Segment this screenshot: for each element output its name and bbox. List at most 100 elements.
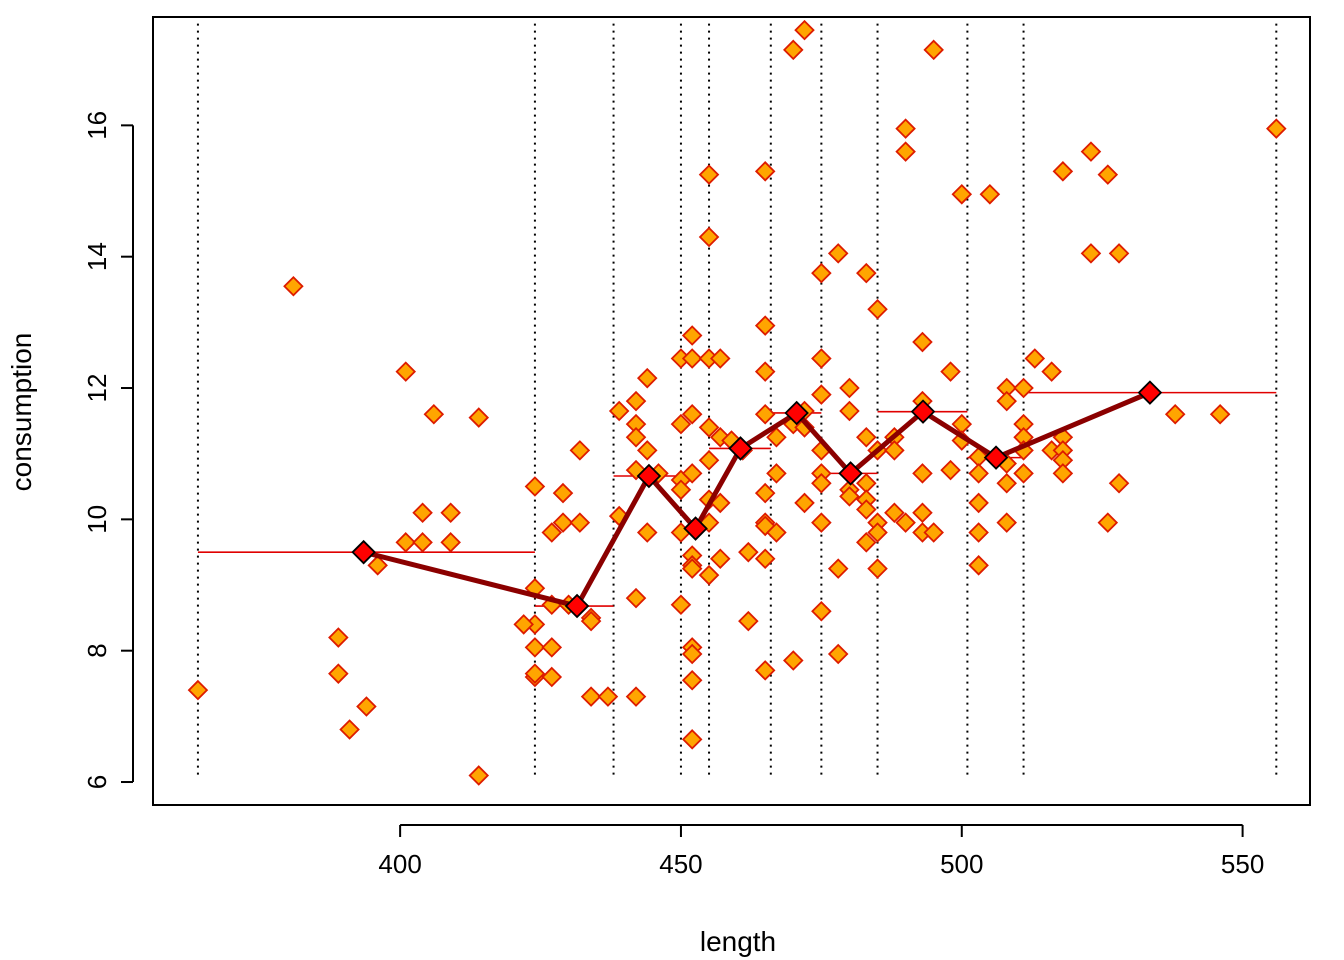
data-point xyxy=(1013,463,1034,484)
data-point xyxy=(895,141,916,162)
data-point xyxy=(681,463,703,484)
data-point xyxy=(1164,404,1186,425)
data-point xyxy=(968,463,989,484)
data-point xyxy=(709,348,731,369)
data-point xyxy=(709,548,731,570)
data-point xyxy=(698,226,720,248)
data-point xyxy=(968,492,989,514)
data-point xyxy=(681,325,703,346)
x-axis-label: length xyxy=(700,926,776,957)
data-point xyxy=(884,440,905,461)
data-point xyxy=(541,666,563,688)
data-point xyxy=(856,532,877,553)
data-point xyxy=(754,404,776,425)
data-point xyxy=(625,587,647,609)
data-point xyxy=(754,482,776,504)
data-point xyxy=(754,161,776,182)
data-point xyxy=(698,564,720,586)
data-point xyxy=(636,522,658,543)
data-point xyxy=(923,522,944,543)
data-point xyxy=(794,492,815,514)
mean-point xyxy=(636,463,662,489)
data-point xyxy=(766,463,787,484)
x-tick-label: 550 xyxy=(1221,849,1264,879)
data-point xyxy=(996,472,1017,494)
data-point xyxy=(940,459,961,481)
x-tick-label: 500 xyxy=(940,849,983,879)
data-point xyxy=(827,643,849,665)
y-axis-label: consumption xyxy=(6,333,37,492)
plot-frame xyxy=(152,16,1311,806)
data-point xyxy=(856,499,877,520)
mean-point xyxy=(838,461,863,486)
data-point xyxy=(328,663,349,684)
data-point xyxy=(827,243,849,264)
data-point xyxy=(356,696,377,717)
data-point xyxy=(1041,361,1062,382)
data-point xyxy=(597,686,619,707)
data-point xyxy=(524,663,546,684)
data-point xyxy=(541,522,563,543)
data-point xyxy=(1052,463,1074,484)
y-tick-label: 6 xyxy=(82,775,112,789)
data-point xyxy=(552,482,574,504)
data-point xyxy=(811,601,832,622)
data-point xyxy=(996,390,1017,412)
x-tick-label: 400 xyxy=(378,849,421,879)
data-point xyxy=(912,463,933,484)
data-point xyxy=(187,679,209,701)
mean-point xyxy=(1137,380,1163,405)
data-point xyxy=(552,512,574,533)
data-point xyxy=(940,361,961,382)
data-point xyxy=(681,729,703,750)
data-point xyxy=(541,637,563,658)
data-point xyxy=(951,184,973,205)
mean-point xyxy=(728,436,753,461)
data-point xyxy=(754,315,776,336)
data-point xyxy=(1108,472,1130,494)
data-point xyxy=(1080,141,1102,162)
data-point xyxy=(625,686,647,707)
data-point xyxy=(670,479,692,501)
data-point xyxy=(766,522,787,543)
data-point xyxy=(524,476,546,497)
mean-point xyxy=(564,593,590,619)
data-point xyxy=(783,650,804,671)
data-point xyxy=(339,719,360,740)
data-point xyxy=(608,400,630,422)
data-point xyxy=(440,502,461,524)
data-point xyxy=(923,39,944,61)
axes: 400 450 500 550 6 8 10 12 14 16 xyxy=(82,16,1311,879)
data-point xyxy=(580,610,602,632)
data-point xyxy=(856,262,877,284)
data-point xyxy=(395,361,417,382)
data-point xyxy=(867,522,888,543)
data-point xyxy=(766,426,787,448)
data-point xyxy=(754,660,776,681)
data-point xyxy=(681,669,703,691)
data-point xyxy=(1097,164,1119,185)
y-tick-label: 16 xyxy=(82,111,112,140)
y-tick-label: 14 xyxy=(82,242,112,271)
data-point xyxy=(867,558,888,579)
data-point xyxy=(283,275,304,297)
y-tick-label: 8 xyxy=(82,643,112,657)
data-point xyxy=(412,502,433,524)
data-point xyxy=(423,404,445,425)
y-tick-label: 10 xyxy=(82,505,112,534)
data-point xyxy=(670,413,692,435)
data-point xyxy=(794,417,815,438)
data-point xyxy=(839,400,860,422)
data-point xyxy=(367,555,388,576)
data-point xyxy=(328,627,349,648)
mean-point xyxy=(983,445,1009,470)
bin-mean-lines xyxy=(197,391,1277,607)
mean-point xyxy=(683,516,708,541)
data-point xyxy=(625,426,647,448)
data-point xyxy=(968,555,989,576)
data-point xyxy=(856,426,877,448)
data-point xyxy=(996,512,1017,533)
data-point xyxy=(968,522,989,543)
data-point xyxy=(681,558,703,579)
data-point xyxy=(884,502,905,524)
